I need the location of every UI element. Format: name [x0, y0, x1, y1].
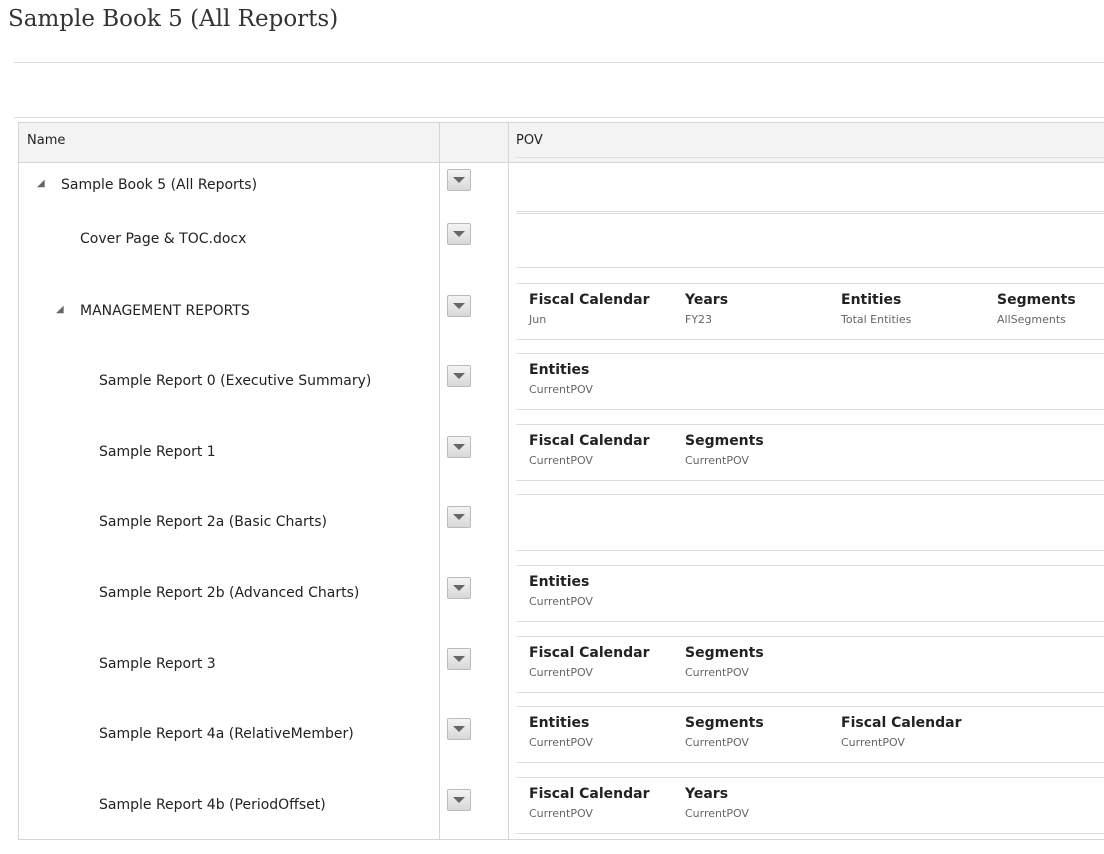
- pov-member: CurrentPOV: [529, 666, 593, 679]
- column-header[interactable]: POV: [516, 133, 543, 148]
- expand-toggle[interactable]: ◢: [37, 178, 45, 189]
- pov-dimension: Years: [685, 292, 729, 308]
- column-divider: [439, 123, 440, 839]
- book-grid: Name POV ◢ Sample Book 5 (All Reports) Cov…: [18, 122, 1104, 840]
- row-name[interactable]: Sample Report 4a (RelativeMember): [99, 726, 354, 742]
- pov-member: AllSegments: [997, 313, 1066, 326]
- row-name[interactable]: MANAGEMENT REPORTS: [80, 303, 250, 319]
- pov-member: CurrentPOV: [529, 454, 593, 467]
- pov-dimension: Entities: [841, 292, 902, 308]
- pov-dimension: Fiscal Calendar: [841, 715, 962, 731]
- pov-dimension: Entities: [529, 715, 590, 731]
- pov-member: CurrentPOV: [529, 383, 593, 396]
- pov-member: CurrentPOV: [529, 736, 593, 749]
- pov-member: CurrentPOV: [685, 736, 749, 749]
- row-menu-button[interactable]: [447, 365, 471, 387]
- row-name[interactable]: Sample Report 1: [99, 444, 216, 460]
- row-menu-button[interactable]: [447, 223, 471, 245]
- pov-member: Jun: [529, 313, 547, 326]
- pov-dimension: Fiscal Calendar: [529, 433, 650, 449]
- row-menu-button[interactable]: [447, 169, 471, 191]
- pov-member: CurrentPOV: [685, 807, 749, 820]
- pov-cell: [516, 211, 1104, 268]
- pov-cell: [516, 494, 1104, 551]
- pov-dimension: Entities: [529, 362, 590, 378]
- pov-cell: [516, 706, 1104, 763]
- book-title: Sample Book 5 (All Reports): [8, 6, 339, 32]
- row-menu-button[interactable]: [447, 577, 471, 599]
- pov-dimension: Segments: [685, 433, 764, 449]
- pov-dimension: Fiscal Calendar: [529, 786, 650, 802]
- row-name[interactable]: Sample Report 2b (Advanced Charts): [99, 585, 360, 601]
- pov-dimension: Segments: [997, 292, 1076, 308]
- pov-cell: [516, 353, 1104, 410]
- pov-dimension: Fiscal Calendar: [529, 645, 650, 661]
- row-menu-button[interactable]: [447, 718, 471, 740]
- row-menu-button[interactable]: [447, 648, 471, 670]
- pov-dimension: Years: [685, 786, 729, 802]
- pov-cell: [516, 157, 1104, 214]
- pov-dimension: Segments: [685, 645, 764, 661]
- row-name[interactable]: Sample Report 4b (PeriodOffset): [99, 797, 326, 813]
- divider: [14, 117, 1104, 118]
- column-header[interactable]: Name: [27, 133, 66, 148]
- row-name[interactable]: Sample Book 5 (All Reports): [61, 177, 258, 193]
- pov-member: FY23: [685, 313, 713, 326]
- row-name[interactable]: Sample Report 3: [99, 656, 216, 672]
- pov-member: CurrentPOV: [529, 807, 593, 820]
- pov-dimension: Entities: [529, 574, 590, 590]
- pov-cell: [516, 283, 1104, 340]
- pov-dimension: Segments: [685, 715, 764, 731]
- pov-member: CurrentPOV: [841, 736, 905, 749]
- pov-member: Total Entities: [841, 313, 912, 326]
- pov-cell: [516, 777, 1104, 834]
- pov-member: CurrentPOV: [529, 595, 593, 608]
- row-name[interactable]: Sample Report 2a (Basic Charts): [99, 514, 327, 530]
- row-menu-button[interactable]: [447, 789, 471, 811]
- pov-member: CurrentPOV: [685, 666, 749, 679]
- grid-header: Name POV: [19, 123, 1104, 163]
- expand-toggle[interactable]: ◢: [56, 304, 64, 315]
- pov-cell: [516, 565, 1104, 622]
- divider: [14, 62, 1104, 63]
- pov-member: CurrentPOV: [685, 454, 749, 467]
- row-name[interactable]: Sample Report 0 (Executive Summary): [99, 373, 372, 389]
- row-menu-button[interactable]: [447, 295, 471, 317]
- column-divider: [508, 123, 509, 839]
- row-menu-button[interactable]: [447, 436, 471, 458]
- pov-cell: [516, 424, 1104, 481]
- row-menu-button[interactable]: [447, 506, 471, 528]
- pov-cell: [516, 636, 1104, 693]
- pov-dimension: Fiscal Calendar: [529, 292, 650, 308]
- row-name[interactable]: Cover Page & TOC.docx: [80, 231, 247, 247]
